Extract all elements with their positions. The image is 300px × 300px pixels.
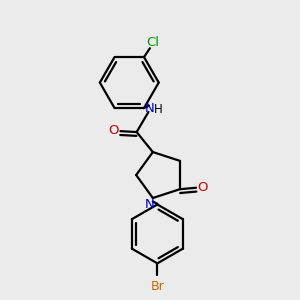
Text: O: O bbox=[197, 181, 208, 194]
Text: Cl: Cl bbox=[146, 36, 159, 50]
Text: N: N bbox=[144, 198, 154, 211]
Text: H: H bbox=[154, 103, 163, 116]
Text: Br: Br bbox=[151, 280, 164, 293]
Text: O: O bbox=[108, 124, 118, 137]
Text: N: N bbox=[144, 102, 154, 115]
